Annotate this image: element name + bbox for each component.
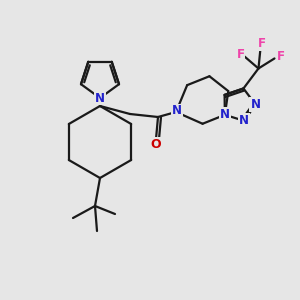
Text: O: O	[151, 137, 161, 151]
Text: F: F	[257, 37, 266, 50]
Text: N: N	[172, 104, 182, 118]
Text: N: N	[239, 114, 249, 127]
Text: F: F	[277, 50, 284, 63]
Text: F: F	[236, 48, 244, 61]
Text: N: N	[95, 92, 105, 104]
Text: N: N	[250, 98, 260, 111]
Text: N: N	[220, 108, 230, 121]
